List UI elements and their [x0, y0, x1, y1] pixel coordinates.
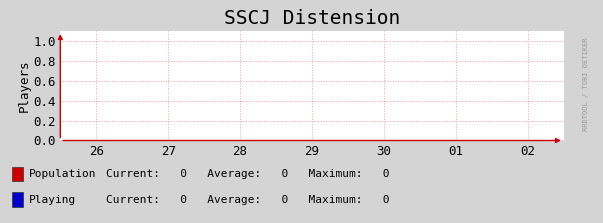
- Text: Current:   0   Average:   0   Maximum:   0: Current: 0 Average: 0 Maximum: 0: [106, 195, 389, 204]
- Title: SSCJ Distension: SSCJ Distension: [224, 9, 400, 28]
- Text: Playing: Playing: [29, 195, 76, 204]
- Text: Current:   0   Average:   0   Maximum:   0: Current: 0 Average: 0 Maximum: 0: [106, 169, 389, 179]
- Text: RRDTOOL / TOBI OETIKER: RRDTOOL / TOBI OETIKER: [583, 38, 589, 132]
- Text: Population: Population: [29, 169, 96, 179]
- Y-axis label: Players: Players: [18, 60, 31, 112]
